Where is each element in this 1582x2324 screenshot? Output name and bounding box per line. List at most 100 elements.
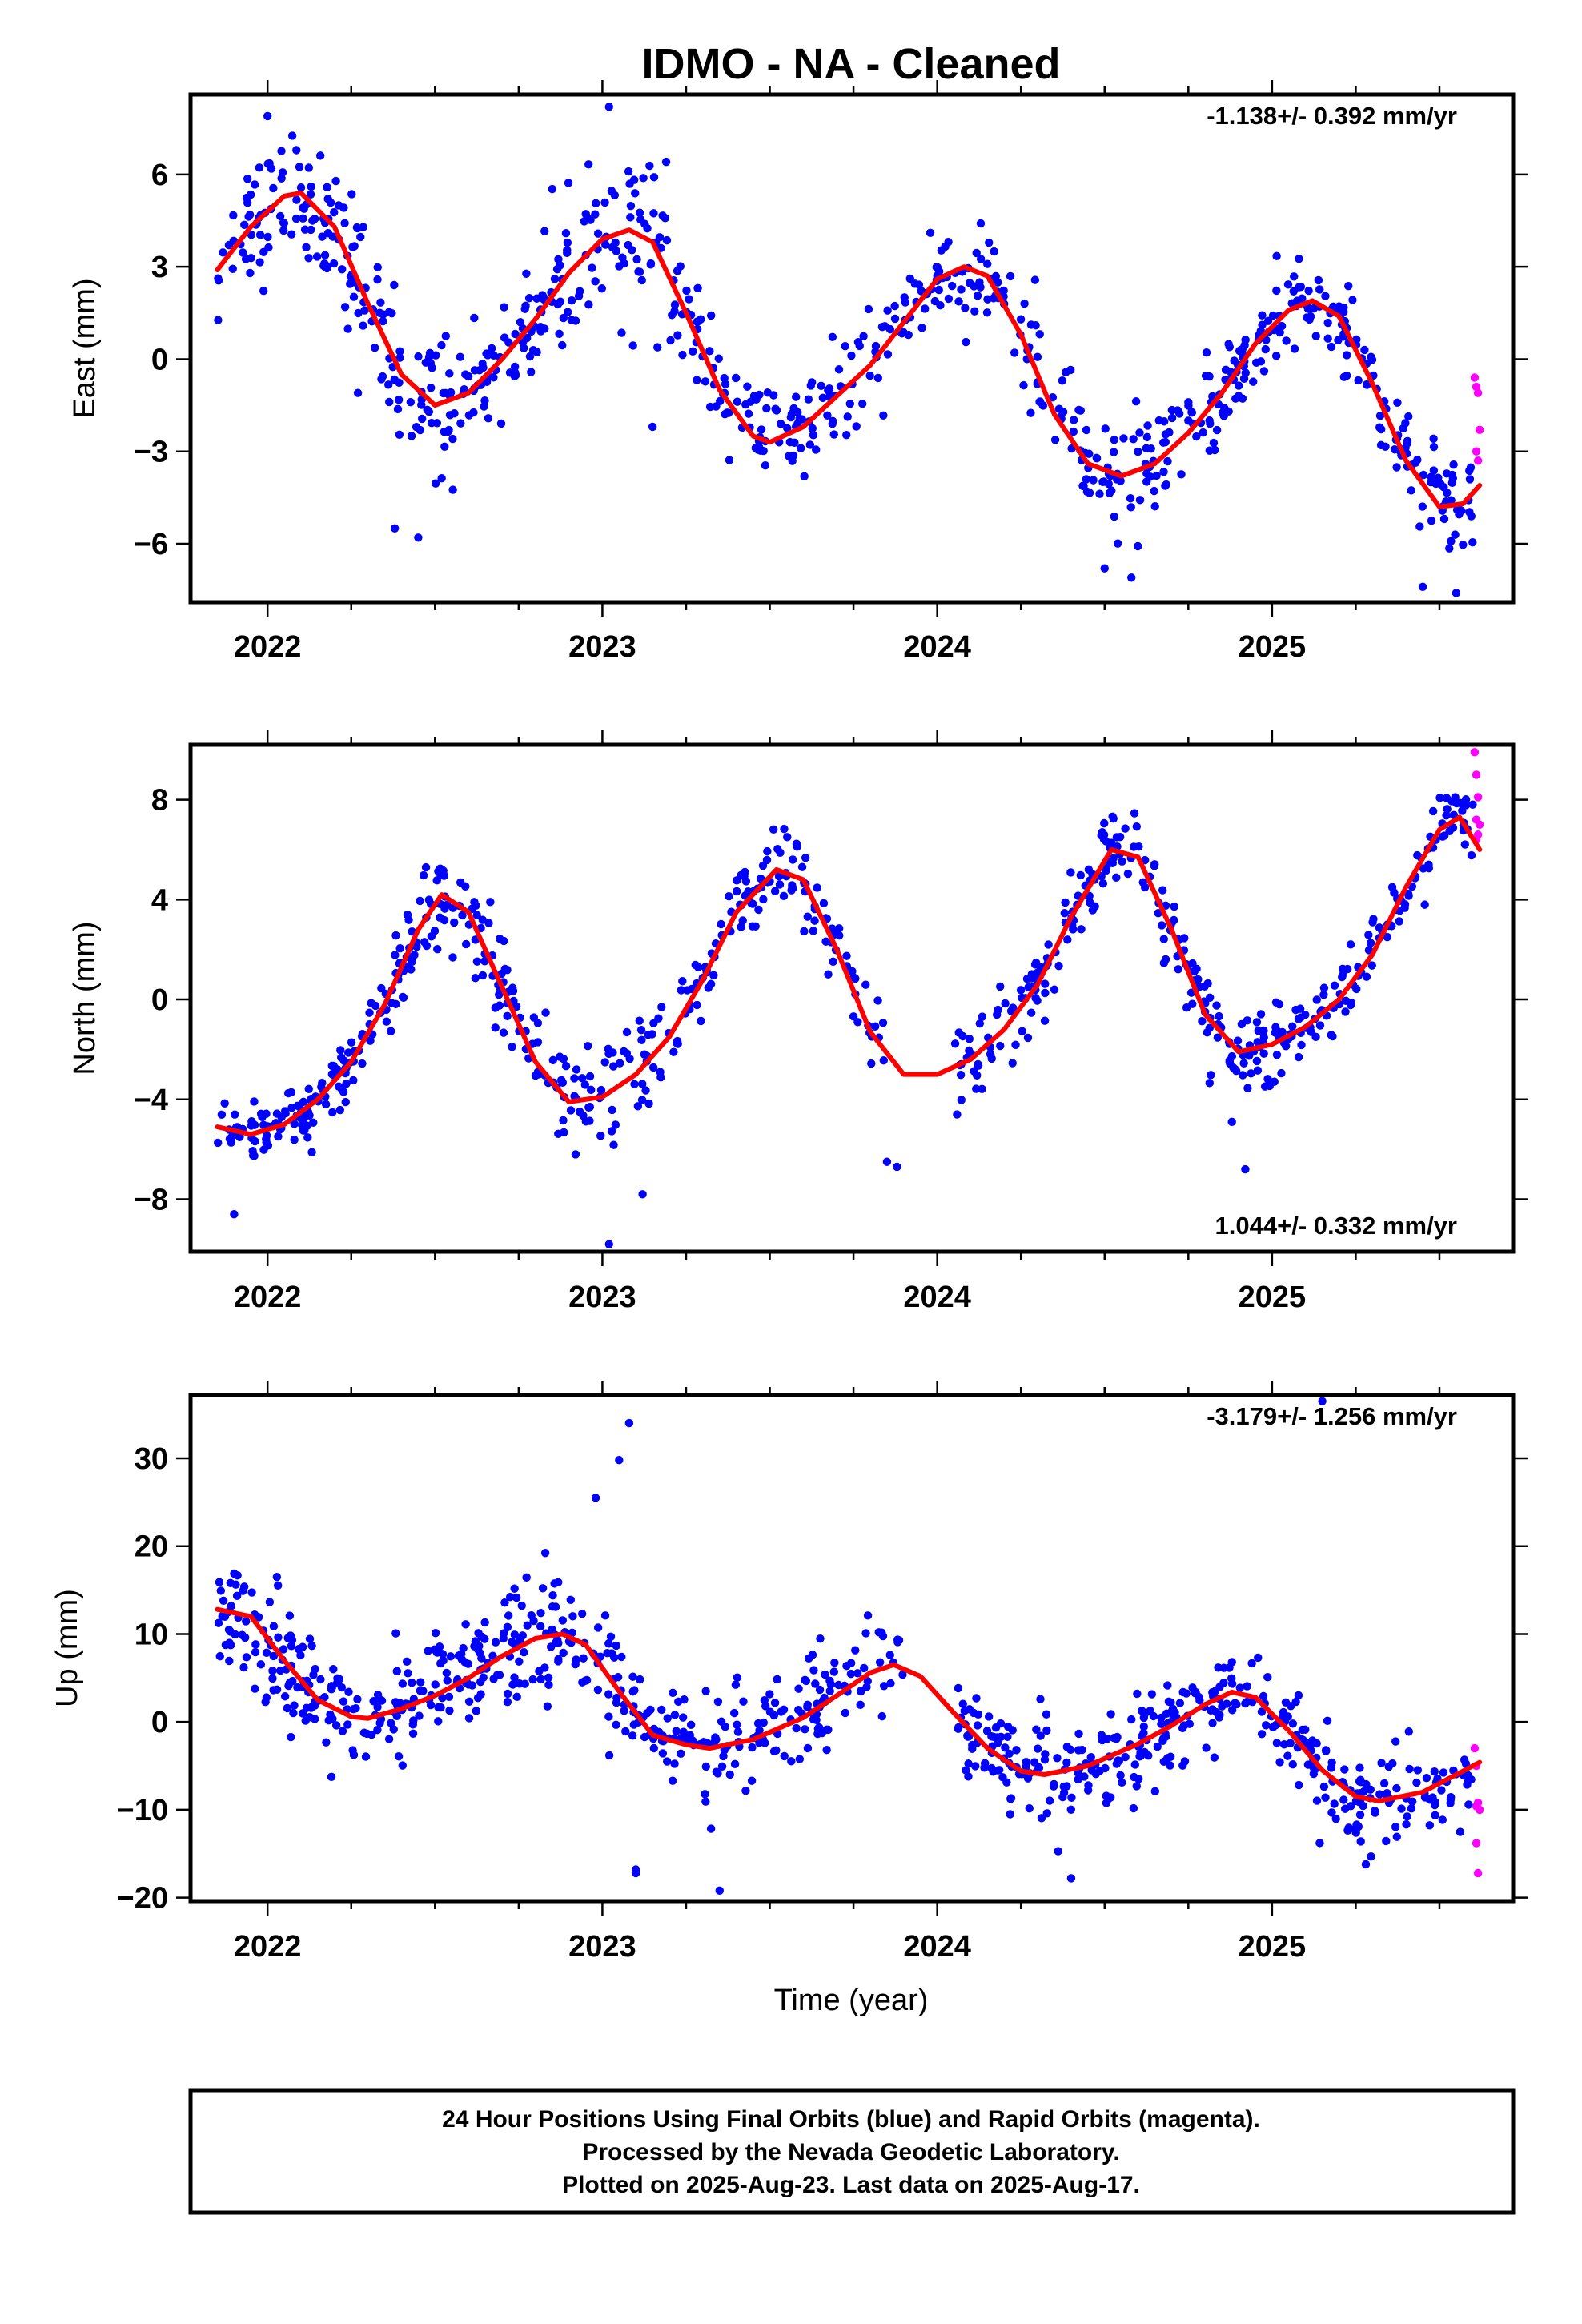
final-orbit-point	[265, 1598, 275, 1606]
final-orbit-point	[893, 1635, 902, 1644]
final-orbit-point	[584, 1042, 592, 1051]
final-orbit-point	[689, 347, 697, 356]
model-fit-curve	[215, 1606, 1483, 1803]
final-orbit-point	[489, 351, 498, 360]
final-orbit-point	[338, 1727, 347, 1735]
final-orbit-point	[682, 286, 691, 296]
final-orbit-point	[563, 238, 572, 247]
final-orbit-point	[431, 1629, 440, 1638]
final-orbit-point	[1016, 986, 1026, 995]
final-orbit-points	[214, 103, 1484, 597]
final-orbit-point	[604, 103, 613, 111]
final-orbit-point	[443, 1676, 452, 1685]
final-orbit-point	[316, 1675, 325, 1684]
final-orbit-point	[1323, 1716, 1332, 1725]
final-orbit-point	[1254, 1653, 1263, 1663]
final-orbit-point	[1465, 475, 1475, 484]
final-orbit-point	[312, 252, 322, 261]
final-orbit-point	[811, 1679, 820, 1688]
final-orbit-point	[505, 1592, 515, 1602]
final-orbit-point	[572, 1065, 581, 1074]
final-orbit-point	[249, 1151, 258, 1160]
final-orbit-point	[1089, 476, 1098, 485]
final-orbit-point	[1407, 1804, 1416, 1813]
final-orbit-point	[1161, 430, 1170, 439]
final-orbit-point	[783, 833, 792, 842]
final-orbit-point	[471, 974, 480, 983]
final-orbit-point	[1371, 1808, 1379, 1817]
final-orbit-point	[1327, 1758, 1336, 1767]
final-orbit-point	[392, 1667, 401, 1676]
final-orbit-point	[370, 343, 379, 352]
final-orbit-point	[1119, 434, 1128, 443]
final-orbit-point	[424, 1647, 432, 1655]
final-orbit-point	[444, 1692, 454, 1701]
final-orbit-point	[240, 1633, 250, 1642]
final-orbit-point	[1455, 510, 1464, 519]
final-orbit-point	[877, 1711, 886, 1721]
final-orbit-point	[1202, 372, 1211, 380]
final-orbit-point	[1135, 428, 1144, 437]
final-orbit-point	[715, 1886, 724, 1896]
final-orbit-point	[1272, 1739, 1282, 1747]
final-orbit-point	[1037, 1814, 1046, 1823]
final-orbit-point	[591, 210, 600, 219]
final-orbit-point	[483, 351, 492, 360]
final-orbit-point	[1315, 285, 1324, 294]
final-orbit-point	[670, 1759, 679, 1768]
final-orbit-point	[999, 286, 1008, 296]
final-orbit-point	[1468, 800, 1477, 809]
final-orbit-point	[247, 1588, 256, 1597]
rapid-orbit-point	[1475, 820, 1484, 829]
final-orbit-point	[1237, 1019, 1247, 1029]
final-orbit-point	[580, 217, 588, 226]
final-orbit-point	[669, 1047, 678, 1056]
final-orbit-point	[323, 263, 331, 273]
final-orbit-point	[219, 1596, 228, 1606]
final-orbit-point	[339, 1697, 348, 1706]
final-orbit-point	[707, 311, 716, 320]
final-orbit-point	[1040, 1016, 1050, 1025]
final-orbit-point	[1259, 367, 1269, 376]
final-orbit-point	[384, 308, 394, 316]
final-orbit-point	[1363, 380, 1371, 389]
final-orbit-point	[332, 1679, 342, 1687]
y-tick-label: 0	[151, 1706, 168, 1739]
final-orbit-point	[1038, 401, 1048, 410]
final-orbit-point	[338, 1085, 347, 1094]
final-orbit-point	[976, 219, 986, 228]
final-orbit-point	[817, 1728, 826, 1738]
final-orbit-point	[373, 1703, 382, 1711]
final-orbit-point	[620, 1047, 628, 1056]
final-orbit-point	[1085, 489, 1094, 497]
final-orbit-point	[670, 300, 680, 309]
final-orbit-point	[272, 1573, 282, 1582]
final-orbit-point	[1146, 444, 1155, 453]
final-orbit-point	[274, 1132, 283, 1141]
final-orbit-point	[1321, 292, 1330, 300]
final-orbit-point	[1077, 925, 1086, 934]
final-orbit-point	[1257, 1730, 1267, 1739]
final-orbit-point	[859, 332, 868, 341]
final-orbit-point	[774, 872, 784, 881]
final-orbit-point	[643, 1708, 652, 1718]
final-orbit-point	[251, 1684, 259, 1693]
final-orbit-point	[980, 1763, 989, 1772]
final-orbit-point	[863, 1611, 873, 1620]
final-orbit-point	[1249, 377, 1258, 386]
final-orbit-point	[954, 1723, 963, 1732]
final-orbit-point	[1082, 425, 1091, 435]
final-orbit-point	[1447, 496, 1456, 505]
final-orbit-point	[1006, 271, 1015, 281]
final-orbit-point	[1427, 517, 1436, 525]
final-orbit-point	[349, 292, 359, 301]
final-orbit-point	[978, 1084, 986, 1093]
final-orbit-point	[1134, 1775, 1143, 1783]
final-orbit-point	[520, 1647, 528, 1657]
final-orbit-point	[662, 1757, 672, 1766]
final-orbit-point	[591, 1494, 600, 1502]
final-orbit-point	[1257, 1707, 1267, 1716]
final-orbit-point	[1388, 1759, 1397, 1768]
final-orbit-point	[885, 1651, 894, 1659]
final-orbit-point	[633, 1102, 643, 1111]
